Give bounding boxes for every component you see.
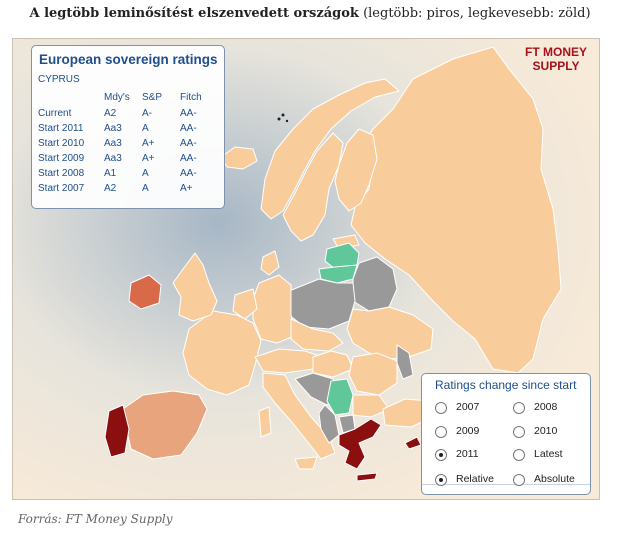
rating-cell: Aa3 xyxy=(104,153,122,164)
header-cell: Fitch xyxy=(180,92,202,103)
brand-logo: FT MONEY SUPPLY xyxy=(513,45,599,73)
rating-cell: Aa3 xyxy=(104,123,122,134)
rating-cell: A- xyxy=(142,108,152,119)
ratings-row: Start 2009 Aa3 A+ AA- xyxy=(32,153,224,168)
country-greece[interactable] xyxy=(338,418,382,470)
rating-cell: A xyxy=(142,168,149,179)
ratings-row: Start 2007 A2 A A+ xyxy=(32,183,224,198)
rating-cell: AA- xyxy=(180,108,197,119)
country-ireland[interactable] xyxy=(128,274,162,310)
country-montenegro-albania[interactable] xyxy=(318,404,340,444)
option-label: 2007 xyxy=(456,401,480,413)
selected-country: CYPRUS xyxy=(38,74,80,85)
country-uk[interactable] xyxy=(172,252,218,322)
radio-button[interactable] xyxy=(513,449,525,461)
land-group xyxy=(104,46,562,482)
ratings-row: Start 2011 Aa3 A AA- xyxy=(32,123,224,138)
country-romania[interactable] xyxy=(348,352,398,396)
option-label: 2008 xyxy=(534,401,558,413)
country-france[interactable] xyxy=(182,310,262,396)
header-cell: S&P xyxy=(142,92,163,103)
country-belarus[interactable] xyxy=(352,256,398,312)
option-label: Absolute xyxy=(534,473,575,485)
radio-button[interactable] xyxy=(513,474,525,486)
ratings-row: Start 2008 A1 A AA- xyxy=(32,168,224,183)
rating-cell: A+ xyxy=(180,183,193,194)
rating-cell: A xyxy=(142,183,149,194)
rating-cell: A xyxy=(142,123,149,134)
country-serbia[interactable] xyxy=(326,378,354,416)
country-spain[interactable] xyxy=(122,390,208,460)
country-crete[interactable] xyxy=(356,472,378,482)
rating-cell: AA- xyxy=(180,153,197,164)
ratings-row: Current A2 A- AA- xyxy=(32,108,224,123)
radio-dot xyxy=(439,453,443,457)
option-label: Latest xyxy=(534,448,563,460)
rating-cell: A1 xyxy=(104,168,117,179)
page-title: A legtöbb leminősítést elszenvedett orsz… xyxy=(0,6,620,21)
ratings-panel-title: European sovereign ratings xyxy=(39,52,218,67)
country-norway[interactable] xyxy=(260,78,400,220)
row-label: Start 2008 xyxy=(38,168,85,179)
panel-divider xyxy=(422,484,590,485)
ratings-change-title: Ratings change since start xyxy=(435,378,577,392)
row-label: Start 2010 xyxy=(38,138,85,149)
page-title-note: (legtöbb: piros, legkevesebb: zöld) xyxy=(363,6,591,21)
brand-line-2: SUPPLY xyxy=(532,59,580,73)
country-denmark[interactable] xyxy=(260,250,280,276)
rating-cell: A+ xyxy=(142,153,155,164)
brand-line-1: FT MONEY xyxy=(525,45,587,59)
option-label: 2010 xyxy=(534,425,558,437)
country-italy[interactable] xyxy=(262,372,336,460)
rating-cell: Aa3 xyxy=(104,138,122,149)
ratings-change-panel: Ratings change since start 2007 2008 200… xyxy=(421,373,591,495)
radio-dot xyxy=(439,478,443,482)
rating-cell: A2 xyxy=(104,108,117,119)
rating-cell: AA- xyxy=(180,138,197,149)
page-title-main: A legtöbb leminősítést elszenvedett orsz… xyxy=(29,6,359,21)
radio-button[interactable] xyxy=(513,402,525,414)
radio-button[interactable] xyxy=(435,474,447,486)
minor-islands xyxy=(277,113,289,123)
option-label: 2009 xyxy=(456,425,480,437)
option-label: 2011 xyxy=(456,448,479,460)
row-label: Current xyxy=(38,108,72,119)
radio-button[interactable] xyxy=(513,426,525,438)
header-cell: Mdy's xyxy=(104,92,130,103)
radio-button[interactable] xyxy=(435,426,447,438)
rating-cell: AA- xyxy=(180,168,197,179)
rating-cell: A+ xyxy=(142,138,155,149)
map-canvas xyxy=(13,39,599,499)
country-portugal[interactable] xyxy=(104,404,130,458)
row-label: Start 2009 xyxy=(38,153,85,164)
country-finland[interactable] xyxy=(334,128,378,212)
country-ukraine[interactable] xyxy=(346,306,434,360)
country-moldova[interactable] xyxy=(396,344,414,380)
rating-cell: AA- xyxy=(180,123,197,134)
option-label: Relative xyxy=(456,473,494,485)
ratings-row: Start 2010 Aa3 A+ AA- xyxy=(32,138,224,153)
country-czech-slovakia[interactable] xyxy=(290,318,344,352)
country-benelux[interactable] xyxy=(232,288,258,320)
europe-ratings-map: FT MONEY SUPPLY European sovereign ratin… xyxy=(12,38,600,500)
country-iceland[interactable] xyxy=(220,146,258,170)
ratings-header-row: Mdy's S&P Fitch xyxy=(32,92,224,107)
country-bulgaria[interactable] xyxy=(352,394,390,418)
row-label: Start 2007 xyxy=(38,183,85,194)
country-germany[interactable] xyxy=(252,274,298,344)
radio-button[interactable] xyxy=(435,402,447,414)
source-credit: Forrás: FT Money Supply xyxy=(18,512,173,526)
ratings-panel: European sovereign ratings CYPRUS Mdy's … xyxy=(31,45,225,209)
radio-button[interactable] xyxy=(435,449,447,461)
country-sardinia[interactable] xyxy=(258,406,272,438)
country-sicily[interactable] xyxy=(294,456,318,470)
rating-cell: A2 xyxy=(104,183,117,194)
row-label: Start 2011 xyxy=(38,123,84,134)
